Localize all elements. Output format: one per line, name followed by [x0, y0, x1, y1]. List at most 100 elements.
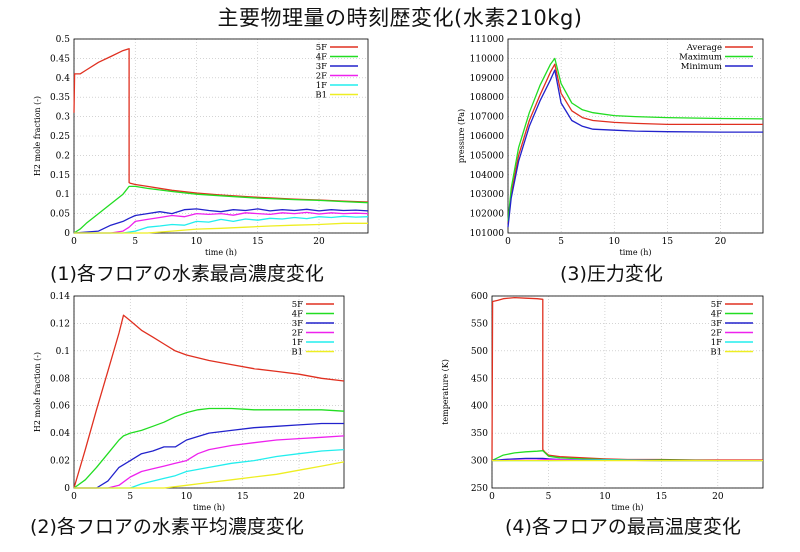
series-line-average — [507, 63, 763, 224]
legend-label: 3F — [316, 62, 327, 72]
y-tick-label: 0.08 — [50, 374, 70, 384]
y-tick-label: 107000 — [470, 113, 505, 123]
y-tick-label: 108000 — [470, 93, 505, 103]
series-line-5f — [491, 296, 763, 461]
legend-label: Minimum — [681, 62, 722, 72]
x-tick-label: 5 — [558, 237, 564, 247]
main-title: 主要物理量の時刻歴変化(水素210kg) — [217, 6, 583, 30]
x-tick-label: 15 — [252, 237, 264, 247]
y-tick-label: 550 — [471, 319, 488, 329]
y-tick-label: 0.04 — [50, 429, 70, 439]
y-tick-label: 350 — [471, 429, 488, 439]
y-tick-label: 111000 — [470, 35, 505, 45]
plot-frame — [73, 38, 369, 234]
y-tick-label: 0.02 — [50, 457, 70, 467]
x-axis-label: time (h) — [619, 248, 651, 257]
y-tick-label: 0.2 — [56, 151, 70, 161]
y-tick-label: 104000 — [470, 171, 505, 181]
y-tick-label: 300 — [471, 457, 488, 467]
x-tick-label: 10 — [181, 492, 193, 502]
y-tick-label: 0.12 — [50, 319, 70, 329]
y-tick-label: 450 — [471, 374, 488, 384]
legend-label: 3F — [711, 319, 722, 329]
legend-label: Maximum — [679, 53, 722, 63]
x-tick-label: 20 — [293, 492, 305, 502]
x-tick-label: 10 — [191, 237, 203, 247]
y-tick-label: 0.4 — [56, 74, 71, 84]
chart-caption: (1)各フロアの水素最高濃度変化 — [50, 263, 324, 285]
y-tick-label: 0.05 — [50, 210, 70, 220]
chart-c2: 0 5 10 15 20 0 0.02 0.04 0.06 0.08 0.1 0.12 0.14 time… — [30, 292, 345, 538]
legend-label: 2F — [316, 72, 327, 82]
x-axis-label: time (h) — [193, 503, 225, 512]
legend-label: 5F — [292, 300, 303, 310]
plot-frame — [73, 295, 345, 489]
x-tick-label: 0 — [71, 492, 77, 502]
series-line-3f — [73, 208, 369, 234]
y-axis-label: temperature (K) — [441, 359, 450, 425]
x-tick-label: 5 — [546, 492, 552, 502]
plot-frame — [507, 38, 764, 234]
y-tick-label: 0.14 — [50, 292, 70, 302]
series-line-maximum — [507, 57, 764, 222]
y-tick-label: 400 — [471, 402, 488, 412]
y-tick-label: 0.35 — [50, 93, 70, 103]
chart-caption: (3)圧力変化 — [560, 263, 663, 285]
series-line-b1 — [74, 461, 345, 489]
series-line-2f — [74, 211, 369, 234]
legend-label: 4F — [316, 53, 327, 63]
chart-c3: 0 5 10 15 20 101000 102000 103000 104000 105000 10… — [457, 35, 764, 285]
series-line-1f — [74, 215, 369, 234]
y-tick-label: 106000 — [470, 132, 505, 142]
y-tick-label: 0.1 — [56, 347, 70, 357]
legend-label: 1F — [316, 81, 327, 91]
x-tick-label: 5 — [132, 237, 138, 247]
x-axis-label: time (h) — [611, 503, 643, 512]
series-line-2f — [74, 435, 345, 489]
legend-label: 2F — [711, 329, 722, 339]
x-tick-label: 0 — [505, 237, 511, 247]
y-tick-label: 0.06 — [50, 402, 70, 412]
legend-label: B1 — [291, 348, 303, 358]
legend-label: 1F — [711, 338, 722, 348]
series-line-4f — [73, 185, 369, 234]
y-tick-label: 102000 — [470, 210, 505, 220]
y-axis-label: H2 mole fraction (-) — [33, 352, 42, 432]
x-tick-label: 10 — [599, 492, 611, 502]
y-tick-label: 110000 — [470, 54, 505, 64]
y-tick-label: 0.1 — [56, 190, 70, 200]
legend-label: 5F — [316, 43, 327, 53]
series-line-5f — [73, 314, 345, 489]
y-tick-label: 101000 — [470, 229, 505, 239]
x-tick-label: 20 — [313, 237, 325, 247]
y-tick-label: 105000 — [470, 151, 505, 161]
series-line-4f — [73, 407, 345, 489]
y-tick-label: 0.45 — [50, 54, 70, 64]
legend-label: B1 — [710, 348, 722, 358]
series-line-minimum — [507, 69, 763, 228]
y-tick-label: 250 — [471, 484, 488, 494]
y-tick-label: 0.15 — [50, 171, 70, 181]
legend-label: B1 — [315, 91, 327, 101]
y-tick-label: 109000 — [470, 74, 505, 84]
series-line-b1 — [74, 222, 368, 234]
legend-label: 1F — [292, 338, 303, 348]
series-line-1f — [74, 448, 345, 489]
legend-label: 4F — [711, 310, 722, 320]
y-tick-label: 0.25 — [50, 132, 70, 142]
x-tick-label: 0 — [489, 492, 495, 502]
y-tick-label: 600 — [471, 292, 488, 302]
y-tick-label: 0 — [64, 484, 70, 494]
x-tick-label: 15 — [662, 237, 674, 247]
legend-label: 3F — [292, 319, 303, 329]
chart-c4: 0 5 10 15 20 250 300 350 400 450 500 550 600 time (h)… — [441, 292, 764, 538]
y-axis-label: pressure (Pa) — [457, 109, 466, 163]
x-tick-label: 5 — [127, 492, 133, 502]
chart-caption: (4)各フロアの最高温度変化 — [505, 516, 741, 538]
series-line-3f — [74, 422, 344, 489]
chart-caption: (2)各フロアの水素平均濃度変化 — [30, 516, 304, 538]
y-axis-label: H2 mole fraction (-) — [33, 96, 42, 176]
y-tick-label: 500 — [471, 347, 488, 357]
chart-c1: 0 5 10 15 20 0 0.05 0.1 0.15 0.2 0.25 0.3 0.35 0.4 0.4… — [33, 35, 369, 285]
